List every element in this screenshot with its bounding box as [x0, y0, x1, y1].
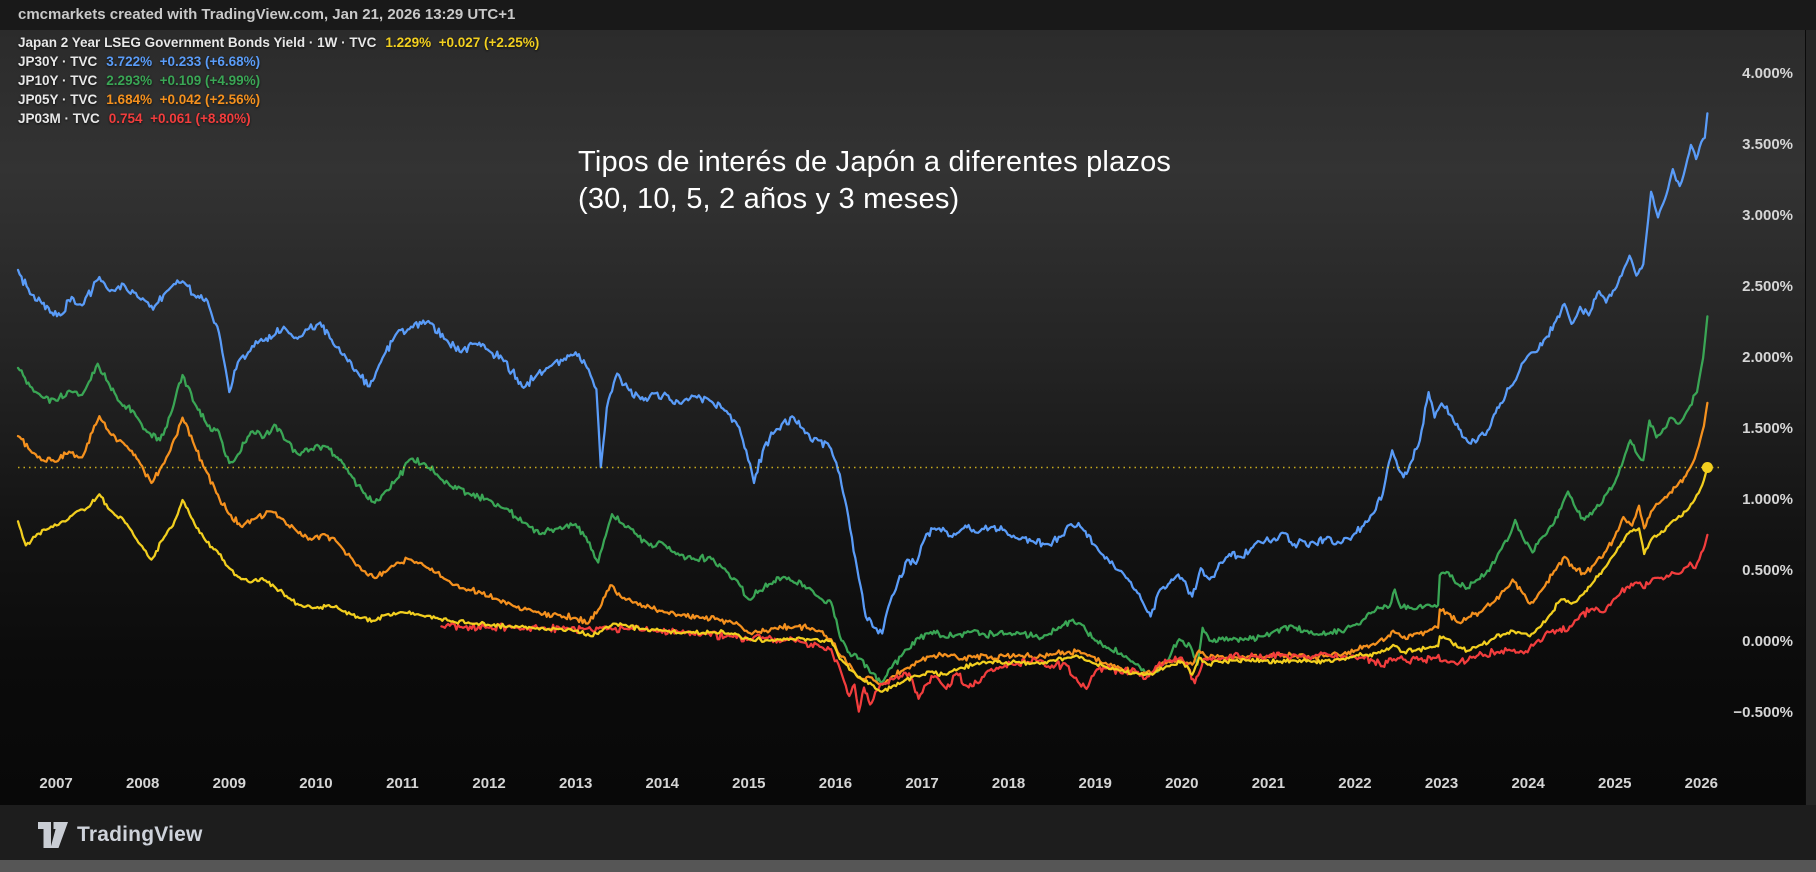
- price-tick-2.500%: 2.500%: [1742, 277, 1793, 295]
- series-line-1[interactable]: [16, 112, 1709, 635]
- legend-row-jp02y-main[interactable]: Japan 2 Year LSEG Government Bonds Yield…: [18, 35, 539, 54]
- year-tick-2011: 2011: [386, 775, 419, 792]
- legend-symbol-label: JP03M · TVC: [18, 111, 100, 126]
- year-tick-2020: 2020: [1165, 775, 1199, 792]
- year-tick-2013: 2013: [558, 775, 593, 792]
- window-title-bar: cmcmarkets created with TradingView.com,…: [0, 0, 1816, 30]
- price-tick-1.500%: 1.500%: [1742, 419, 1793, 437]
- annotation-line-2: (30, 10, 5, 2 años y 3 meses): [578, 183, 960, 215]
- year-tick-2007: 2007: [39, 775, 73, 792]
- legend-symbol-label: JP10Y · TVC: [18, 73, 98, 88]
- legend-values: 1.684% +0.042 (+2.56%): [106, 92, 261, 107]
- symbol-legend: Japan 2 Year LSEG Government Bonds Yield…: [18, 35, 539, 130]
- series-line-5[interactable]: [16, 466, 1709, 693]
- attribution-text: cmcmarkets created with TradingView.com,…: [18, 6, 516, 23]
- year-tick-2023: 2023: [1424, 775, 1459, 792]
- legend-row-jp03m[interactable]: JP03M · TVC 0.754 +0.061 (+8.80%): [18, 111, 539, 130]
- series-line-3[interactable]: [16, 401, 1709, 686]
- price-tick-4.000%: 4.000%: [1742, 64, 1793, 82]
- price-tick-3.000%: 3.000%: [1742, 206, 1793, 224]
- legend-symbol-label: JP05Y · TVC: [18, 92, 98, 107]
- year-tick-2021: 2021: [1251, 775, 1286, 792]
- chart-pane[interactable]: Japan 2 Year LSEG Government Bonds Yield…: [0, 30, 1816, 805]
- legend-values: 3.722% +0.233 (+6.68%): [106, 54, 261, 69]
- legend-values: 2.293% +0.109 (+4.99%): [106, 73, 261, 88]
- price-tick-1.000%: 1.000%: [1742, 490, 1793, 508]
- year-tick-2024: 2024: [1511, 775, 1545, 792]
- year-tick-2016: 2016: [818, 775, 853, 792]
- year-tick-2012: 2012: [472, 775, 506, 792]
- price-chart-canvas[interactable]: [0, 30, 1816, 805]
- price-tick-0.000%: 0.000%: [1742, 633, 1793, 651]
- legend-values: 1.229% +0.027 (+2.25%): [385, 35, 540, 50]
- year-tick-2022: 2022: [1338, 775, 1372, 792]
- footer-bar: TradingView: [0, 805, 1816, 872]
- year-tick-2017: 2017: [905, 775, 939, 792]
- legend-row-jp10y[interactable]: JP10Y · TVC 2.293% +0.109 (+4.99%): [18, 73, 539, 92]
- price-tick-0.500%: 0.500%: [1742, 562, 1793, 579]
- legend-values: 0.754 +0.061 (+8.80%): [108, 111, 251, 126]
- year-tick-2018: 2018: [991, 775, 1026, 792]
- year-tick-2008: 2008: [126, 775, 160, 792]
- year-tick-2010: 2010: [299, 775, 333, 792]
- annotation-line-1: Tipos de interés de Japón a diferentes p…: [578, 146, 1172, 178]
- price-axis-scroll-strip[interactable]: [1805, 30, 1816, 805]
- legend-symbol-label: Japan 2 Year LSEG Government Bonds Yield…: [18, 35, 377, 50]
- price-tick-3.500%: 3.500%: [1742, 135, 1793, 153]
- year-tick-2025: 2025: [1598, 775, 1632, 792]
- year-tick-2026: 2026: [1684, 775, 1719, 792]
- year-tick-2009: 2009: [212, 775, 246, 792]
- window-bottom-edge: [0, 860, 1816, 872]
- year-tick-2014: 2014: [645, 775, 679, 792]
- tradingview-logo-link[interactable]: TradingView: [38, 822, 203, 848]
- legend-symbol-label: JP30Y · TVC: [18, 54, 98, 69]
- series-line-2[interactable]: [16, 315, 1709, 684]
- price-tick-−0.500%: −0.500%: [1733, 704, 1793, 722]
- chart-annotation-text[interactable]: Tipos de interés de Japón a diferentes p…: [578, 144, 1171, 218]
- legend-row-jp30y[interactable]: JP30Y · TVC 3.722% +0.233 (+6.68%): [18, 54, 539, 73]
- tradingview-logo-icon: [38, 822, 68, 848]
- legend-row-jp05y[interactable]: JP05Y · TVC 1.684% +0.042 (+2.56%): [18, 92, 539, 111]
- price-tick-2.000%: 2.000%: [1742, 348, 1793, 366]
- last-price-marker: [1701, 461, 1713, 473]
- year-tick-2015: 2015: [732, 775, 766, 792]
- year-tick-2019: 2019: [1078, 775, 1112, 792]
- tradingview-wordmark: TradingView: [77, 823, 203, 846]
